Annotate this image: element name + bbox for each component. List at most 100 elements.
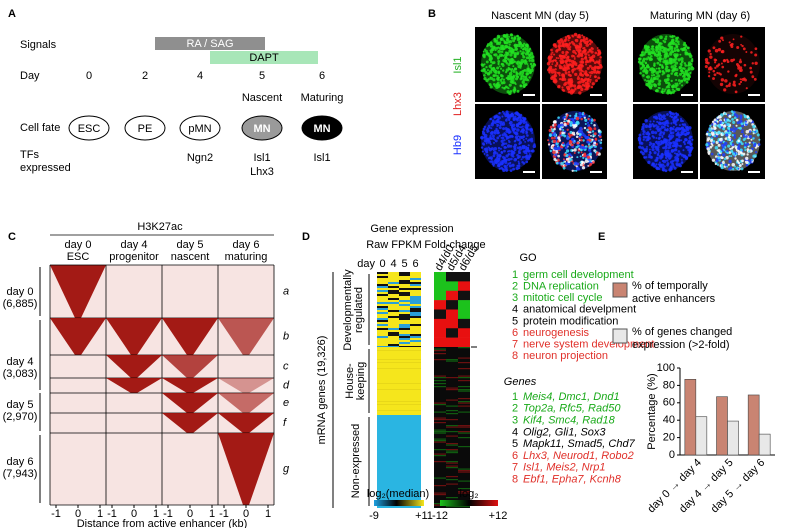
cell-dot: [655, 47, 659, 51]
cell-dot: [489, 58, 492, 61]
label: day 5: [177, 239, 204, 251]
cell-dot: [646, 76, 648, 78]
cell-dot: [679, 140, 681, 142]
cell-dot: [707, 131, 709, 133]
cell-dot: [497, 60, 500, 63]
heat-cell: [399, 302, 410, 304]
heat-cell: [446, 419, 458, 420]
cell-dot: [680, 80, 683, 83]
heat-cell: [434, 353, 446, 354]
heat-block: [434, 328, 446, 338]
heat-cell: [377, 330, 388, 332]
cell-dot: [711, 153, 714, 156]
heat-cell: [388, 304, 399, 306]
cell-dot: [743, 138, 746, 141]
heat-cell: [434, 403, 446, 404]
cell-dot: [594, 61, 597, 64]
heat-block: [434, 281, 446, 291]
heat-cell: [377, 389, 421, 390]
cell-dot: [593, 124, 596, 127]
cell-dot: [732, 168, 734, 170]
cell-dot: [553, 77, 555, 79]
cell-dot: [494, 53, 497, 56]
cell-dot: [658, 118, 660, 120]
cell-dot: [734, 136, 736, 138]
label: Cell fate: [20, 122, 60, 134]
cell-dot: [582, 157, 584, 159]
heat-cell: [388, 330, 399, 332]
cell-dot: [755, 151, 757, 153]
cell-dot: [715, 163, 717, 165]
cell-dot: [664, 53, 668, 57]
cell-dot: [485, 71, 488, 74]
cell-dot: [726, 150, 728, 152]
cell-dot: [708, 49, 711, 52]
cell-dot: [519, 141, 522, 144]
cell-dot: [522, 145, 524, 147]
heat-cell: [388, 336, 399, 338]
cell-dot: [664, 165, 666, 167]
cell-dot: [667, 91, 670, 94]
cell-dot: [749, 119, 752, 122]
cell-dot: [582, 113, 584, 115]
bar: [717, 397, 728, 455]
heat-cell: [377, 342, 388, 344]
heat-cell: [446, 463, 458, 464]
cell-dot: [527, 139, 529, 141]
cell-dot: [593, 142, 596, 145]
cell-dot: [734, 166, 736, 168]
label: Isl1, Meis2, Nrp1: [523, 462, 606, 474]
heat-cell: [377, 316, 388, 318]
label: 2: [512, 403, 518, 415]
cell-dot: [488, 157, 490, 159]
heat-cell: [399, 342, 410, 344]
cell-dot: [577, 167, 580, 170]
cell-dot: [522, 61, 524, 63]
cell-dot: [705, 65, 708, 68]
cell-dot: [525, 52, 528, 55]
cell-dot: [714, 61, 716, 63]
heat-cell: [410, 332, 421, 334]
heat-block: [458, 300, 470, 310]
heat-cell: [434, 376, 446, 377]
cell-dot: [654, 165, 656, 167]
label: -9: [369, 510, 379, 522]
cell-dot: [754, 54, 757, 57]
cell-dot: [712, 70, 715, 73]
label: Top2a, Rfc5, Rad50: [523, 403, 621, 415]
cell-dot: [672, 43, 674, 45]
label: 2: [512, 281, 518, 293]
cell-dot: [657, 154, 659, 156]
cell-dot: [497, 160, 500, 163]
label: Day: [20, 70, 40, 82]
heat-cell: [410, 278, 421, 280]
label: a: [283, 285, 289, 297]
cell-dot: [656, 157, 659, 160]
cell-dot: [482, 54, 485, 57]
cell-dot: [731, 110, 734, 113]
heat-cell: [388, 288, 399, 290]
cell-dot: [516, 61, 519, 64]
cell-dot: [737, 142, 739, 144]
cell-dot: [514, 67, 517, 70]
heat-cell: [434, 422, 446, 423]
heat-cell: [377, 280, 388, 282]
cell-dot: [650, 156, 653, 159]
cell-dot: [643, 69, 645, 71]
cell-dot: [559, 55, 561, 57]
heat-cell: [410, 342, 421, 344]
heat-cell: [458, 401, 470, 402]
cell-dot: [500, 160, 503, 163]
cell-dot: [560, 126, 562, 128]
cell-dot: [587, 118, 589, 120]
label: day 4: [121, 239, 148, 251]
cell-dot: [578, 130, 581, 133]
cell-dot: [513, 70, 516, 73]
label: (3,083): [3, 368, 38, 380]
cell-dot: [575, 46, 578, 49]
label: -12: [432, 510, 448, 522]
cell-dot: [489, 160, 491, 162]
cell-dot: [553, 140, 557, 144]
cell-dot: [677, 88, 680, 91]
cell-dot: [507, 144, 511, 148]
